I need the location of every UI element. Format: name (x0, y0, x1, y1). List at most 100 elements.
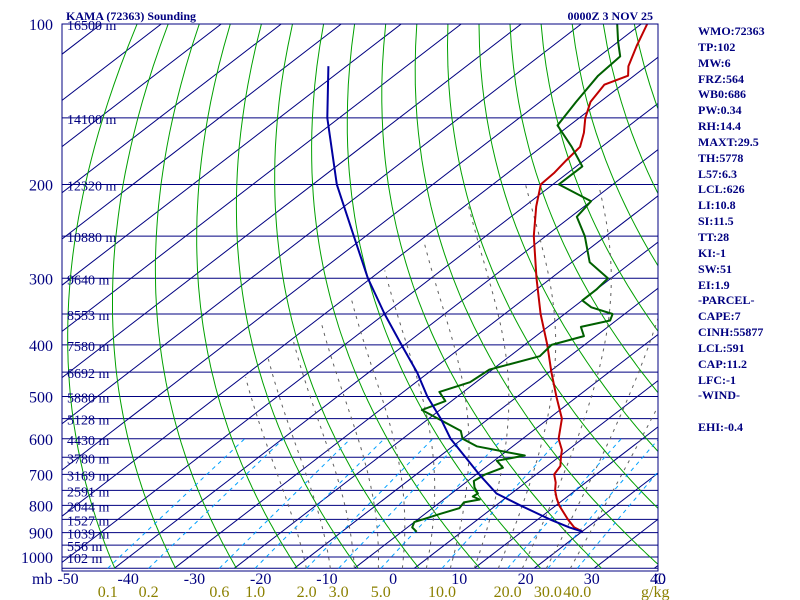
dry-adiabat-line (67, 24, 138, 569)
dry-adiabat-line (346, 24, 542, 569)
mixing-ratio-label: 2.0 (297, 584, 317, 600)
isotherm-line (174, 195, 658, 569)
stat-line: TT:28 (698, 229, 730, 244)
mixing-ratio-label: 0.2 (139, 584, 159, 600)
mixing-ratio-label: 5.0 (371, 584, 391, 600)
pressure-tick-label: 600 (29, 432, 53, 449)
mixing-ratio-line (576, 471, 658, 569)
height-label: 8553 m (67, 309, 110, 324)
chart-series (326, 24, 649, 533)
temperature-tick-label: 30 (584, 571, 600, 588)
height-label: 1527 m (67, 514, 110, 529)
stat-line: FRZ:564 (698, 71, 744, 86)
moist-adiabat-line (569, 405, 658, 569)
isotherm-line (62, 24, 402, 286)
stat-line: RH:14.4 (698, 119, 741, 134)
height-label: 4430 m (67, 434, 110, 449)
stat-line: -PARCEL- (698, 293, 755, 308)
mixing-ratio-label: 40.0 (563, 584, 591, 600)
height-label: 10880 m (67, 231, 117, 246)
dry-adiabat-line (414, 24, 658, 565)
moist-adiabat-line (267, 358, 331, 569)
stat-line: LFC:-1 (698, 372, 736, 387)
isotherm-line (62, 24, 222, 148)
temperature-tick-label: 40 (650, 571, 666, 588)
height-label: 9640 m (67, 273, 110, 288)
mixing-ratio-unit: g/kg (641, 584, 669, 600)
mixing-ratio-label: 0.6 (209, 584, 229, 600)
temperature-tick-label: -50 (57, 571, 78, 588)
stat-line: MAXT:29.5 (698, 134, 759, 149)
stat-line: PW:0.34 (698, 103, 742, 118)
mixing-ratio-line (441, 438, 561, 569)
stat-line: LCL:626 (698, 182, 745, 197)
stat-line: CAPE:7 (698, 309, 741, 324)
pressure-tick-label: 800 (29, 498, 53, 515)
stat-line: LI:10.8 (698, 198, 736, 213)
plot-frame (61, 23, 659, 572)
height-label: 2044 m (67, 500, 110, 515)
mixing-ratio-label: 20.0 (494, 584, 522, 600)
height-label: 6692 m (67, 367, 110, 382)
dry-adiabat-line (112, 24, 177, 569)
stat-line: CINH:55877 (698, 325, 764, 340)
dry-adiabat-line (154, 24, 237, 569)
isotherm-line (62, 24, 642, 471)
mixing-ratio-label: 10.0 (428, 584, 456, 600)
chart-time: 0000Z 3 NOV 25 (568, 9, 653, 23)
stat-line: EI:1.9 (698, 277, 730, 292)
pressure-tick-label: 300 (29, 271, 53, 288)
temperature-tick-label: 20 (518, 571, 534, 588)
pressure-tick-label: 100 (29, 17, 53, 34)
temperature-tick-label: 0 (389, 571, 397, 588)
temperature-tick-label: -10 (316, 571, 337, 588)
isotherm-line (62, 102, 658, 564)
height-label: 556 m (67, 540, 103, 555)
mixing-ratio-label: 3.0 (329, 584, 349, 600)
pressure-tick-label: 700 (29, 467, 53, 484)
dry-adiabat-line (381, 24, 602, 569)
height-label: 12320 m (67, 179, 117, 194)
isotherm-line (474, 426, 658, 569)
dry-adiabat-line (446, 24, 658, 510)
height-label: 3780 m (67, 452, 110, 467)
stat-line: SW:51 (698, 261, 733, 276)
stat-line: MW:6 (698, 55, 731, 70)
isotherm-line (62, 24, 282, 194)
mixing-ratio-line (507, 438, 622, 569)
temperature-tick-label: -40 (118, 571, 139, 588)
height-label: 1039 m (67, 528, 110, 543)
stat-line: SI:11.5 (698, 214, 734, 229)
isotherm-line (354, 333, 658, 569)
isotherm-line (62, 24, 462, 333)
dry-adiabat-line (571, 24, 658, 267)
stat-line: WB0:686 (698, 87, 746, 102)
chart-title: KAMA (72363) Sounding (66, 9, 196, 23)
isotherm-line (62, 24, 582, 425)
dewpoint-profile-line (411, 24, 622, 533)
moist-adiabat-line (245, 377, 307, 569)
moist-adiabat-line (521, 184, 612, 569)
height-label: 5880 m (67, 392, 110, 407)
height-label: 7580 m (67, 340, 110, 355)
moist-adiabat-line (350, 296, 406, 569)
dry-adiabat-line (235, 24, 359, 569)
stat-line: TP:102 (698, 39, 736, 54)
isotherm-line (62, 24, 342, 240)
stat-line: CAP:11.2 (698, 356, 747, 371)
dry-adiabat-line (540, 24, 658, 333)
stat-line: LCL:591 (698, 340, 745, 355)
mixing-ratio-line (107, 438, 246, 569)
pressure-tick-label: 500 (29, 390, 53, 407)
moist-adiabat-line (423, 240, 470, 569)
stat-line: -WIND- (698, 388, 740, 403)
height-label: 102 m (67, 552, 103, 567)
parcel-profile-line (326, 66, 584, 533)
dry-adiabat-line (311, 24, 481, 569)
moist-adiabat-line (320, 320, 379, 569)
stat-line (698, 404, 798, 420)
stat-line: KI:-1 (698, 245, 726, 260)
isotherm-line (294, 287, 658, 569)
